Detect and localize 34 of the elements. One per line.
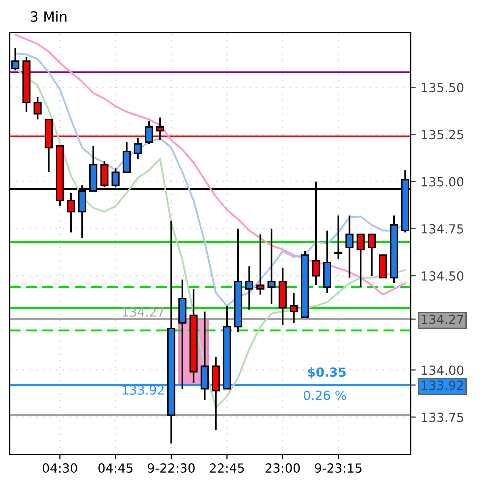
y-tick-label: 135.00	[422, 177, 464, 187]
ref-line-label: 134.27	[122, 307, 164, 317]
candlestick	[200, 310, 209, 402]
candlestick	[268, 228, 276, 306]
y-tick-label: 134.50	[422, 272, 464, 281]
x-tick-label: 9-22:30	[148, 464, 195, 474]
annotation: $0.35	[308, 367, 346, 379]
y-tick-label: 134.75	[422, 224, 464, 234]
candlestick	[245, 266, 254, 311]
candlestick	[346, 214, 354, 279]
y-tick-label: 133.92	[422, 380, 464, 390]
y-tick-label: 134.00	[422, 366, 464, 376]
x-tick-label: 9-23:15	[315, 464, 362, 474]
candlestick	[379, 254, 388, 279]
x-tick-label: 04:30	[42, 464, 78, 474]
candlestick	[145, 120, 154, 145]
candlestick	[67, 192, 76, 234]
x-tick-label: 23:00	[266, 464, 300, 474]
candlestick	[334, 214, 343, 260]
y-tick-label: 135.25	[422, 130, 464, 140]
x-tick-label: 04:45	[98, 464, 133, 474]
candlestick	[368, 234, 376, 277]
candlestick	[34, 96, 42, 120]
candlestick	[256, 234, 265, 296]
x-tick-label: 22:45	[210, 464, 244, 474]
annotation: 0.26 %	[304, 390, 346, 400]
chart-title: 3 Min	[31, 11, 67, 22]
candlestick	[356, 234, 365, 288]
candlestick	[290, 292, 298, 324]
y-tick-label: 134.27	[422, 314, 464, 324]
candlestick	[134, 138, 142, 160]
y-tick-label: 133.75	[422, 412, 464, 422]
y-tick-label: 135.50	[422, 83, 464, 93]
candlestick	[122, 141, 131, 174]
